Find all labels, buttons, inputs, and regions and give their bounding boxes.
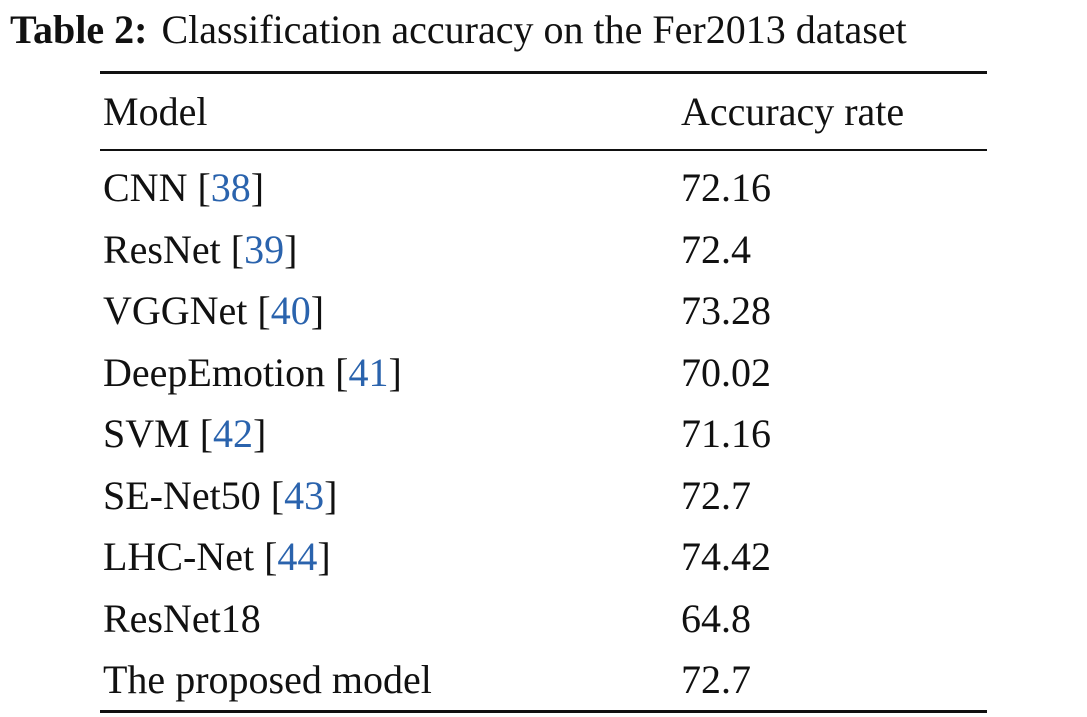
mid-rule bbox=[100, 149, 987, 151]
bottom-rule bbox=[100, 710, 987, 713]
model-name: DeepEmotion bbox=[103, 349, 326, 395]
bracket: ] bbox=[284, 226, 298, 272]
citation: 41 bbox=[348, 349, 389, 395]
model-cell: SE-Net50 [43] bbox=[103, 472, 337, 520]
bracket: [ bbox=[270, 472, 285, 518]
accuracy-cell: 72.4 bbox=[681, 226, 751, 272]
bracket: ] bbox=[250, 165, 265, 210]
bracket: ] bbox=[317, 534, 331, 579]
model-name: ResNet bbox=[103, 226, 221, 272]
model-cell: DeepEmotion [41] bbox=[103, 349, 402, 397]
caption-label: Table 2: bbox=[10, 7, 148, 52]
model-name: SE-Net50 bbox=[103, 472, 261, 518]
accuracy-cell: 72.7 bbox=[681, 472, 751, 518]
model-name: The proposed model bbox=[103, 657, 432, 702]
model-cell: ResNet18 bbox=[103, 595, 261, 643]
accuracy-cell: 70.02 bbox=[681, 349, 771, 395]
accuracy-cell: 72.7 bbox=[681, 657, 751, 702]
bracket: [ bbox=[264, 534, 278, 579]
bracket: ] bbox=[310, 288, 325, 333]
header-cell: Accuracy rate bbox=[681, 89, 905, 134]
model-cell: CNN [38] bbox=[103, 164, 264, 212]
accuracy-cell: 71.16 bbox=[681, 411, 771, 456]
model-name: CNN bbox=[103, 165, 188, 210]
citation: 44 bbox=[277, 534, 318, 579]
bracket: [ bbox=[335, 349, 349, 395]
accuracy-cell: 72.16 bbox=[681, 165, 771, 210]
bracket: [ bbox=[197, 165, 211, 210]
header-cell: Model bbox=[103, 89, 208, 134]
accuracy-cell: 73.28 bbox=[681, 288, 771, 333]
model-name: ResNet18 bbox=[103, 595, 261, 641]
model-name: LHC-Net bbox=[103, 534, 255, 579]
citation: 40 bbox=[270, 288, 311, 333]
bracket: [ bbox=[257, 288, 271, 333]
bracket: ] bbox=[253, 411, 267, 456]
bracket: ] bbox=[324, 472, 338, 518]
citation: 39 bbox=[244, 226, 285, 272]
model-cell: SVM [42] bbox=[103, 410, 266, 458]
citation: 38 bbox=[210, 165, 251, 210]
top-rule bbox=[100, 71, 987, 74]
bracket: ] bbox=[388, 349, 402, 395]
bracket: [ bbox=[230, 226, 245, 272]
model-cell: The proposed model bbox=[103, 656, 432, 704]
model-name: SVM bbox=[103, 411, 190, 456]
citation: 43 bbox=[284, 472, 325, 518]
model-name: VGGNet bbox=[103, 288, 248, 333]
model-cell: VGGNet [40] bbox=[103, 287, 324, 335]
caption-text: Classification accuracy on the Fer2013 d… bbox=[161, 7, 907, 52]
citation: 42 bbox=[213, 411, 254, 456]
model-cell: LHC-Net [44] bbox=[103, 533, 331, 581]
caption: Table 2: Classification accuracy on the F… bbox=[10, 6, 907, 53]
accuracy-cell: 74.42 bbox=[681, 534, 771, 579]
model-cell: ResNet [39] bbox=[103, 226, 297, 274]
accuracy-cell: 64.8 bbox=[681, 595, 751, 641]
bracket: [ bbox=[199, 411, 214, 456]
